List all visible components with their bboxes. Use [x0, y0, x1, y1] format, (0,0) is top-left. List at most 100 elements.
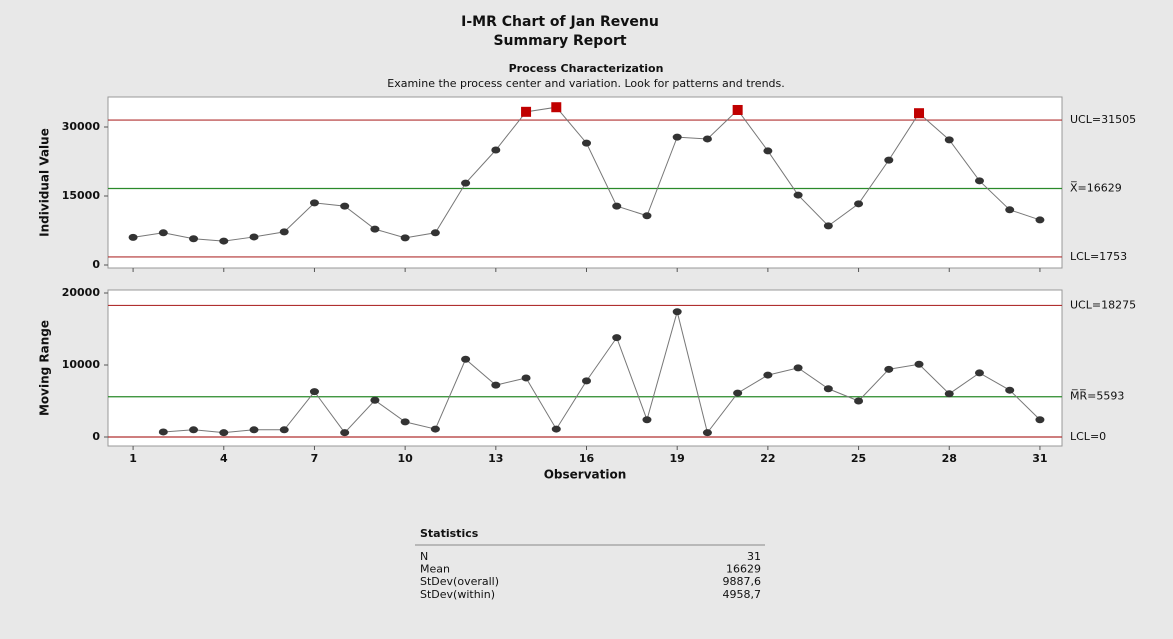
- plot-area: [107, 289, 1063, 447]
- point: [430, 229, 440, 237]
- series-line: [163, 309, 1041, 434]
- point: [340, 429, 350, 437]
- point: [461, 179, 471, 187]
- point: [793, 364, 803, 372]
- point: [884, 365, 894, 373]
- point: [309, 199, 319, 207]
- point: [854, 397, 864, 405]
- section-note: Examine the process center and variation…: [387, 77, 785, 90]
- point: [400, 234, 410, 242]
- y-tick-label: 10000: [62, 358, 101, 371]
- control-label: UCL=18275: [1070, 298, 1136, 311]
- y-tick-label: 0: [92, 258, 100, 271]
- point: [914, 360, 924, 368]
- point: [974, 177, 984, 185]
- y-tick-label: 0: [92, 430, 100, 443]
- stat-name: Mean: [420, 563, 450, 576]
- point: [884, 156, 894, 164]
- point: [249, 426, 259, 434]
- point: [582, 139, 592, 147]
- point: [461, 355, 471, 363]
- point: [128, 233, 138, 241]
- point: [793, 191, 803, 199]
- point: [400, 418, 410, 426]
- point: [612, 202, 622, 210]
- point: [430, 425, 440, 433]
- point: [370, 225, 380, 233]
- title: I-MR Chart of Jan Revenu: [461, 14, 659, 30]
- y-axis-label: Individual Value: [38, 128, 52, 237]
- point: [642, 416, 652, 424]
- point: [763, 147, 773, 155]
- point: [733, 389, 743, 397]
- point: [1035, 216, 1045, 224]
- point: [249, 233, 259, 241]
- alert-point: [732, 104, 743, 115]
- control-label: UCL=31505: [1070, 113, 1136, 126]
- point: [521, 374, 531, 382]
- subtitle: Summary Report: [493, 33, 626, 49]
- stat-name: StDev(within): [420, 588, 495, 601]
- x-tick-label: 7: [311, 452, 319, 465]
- plot-area: [107, 96, 1063, 269]
- point: [823, 222, 833, 230]
- control-label: M̅R̅=5593: [1070, 390, 1124, 403]
- point: [702, 429, 712, 437]
- stat-name: StDev(overall): [420, 575, 499, 588]
- point: [309, 388, 319, 396]
- point: [763, 371, 773, 379]
- point: [854, 200, 864, 208]
- point: [158, 229, 168, 237]
- x-tick-label: 31: [1032, 452, 1047, 465]
- point: [672, 308, 682, 316]
- x-tick-label: 19: [670, 452, 685, 465]
- point: [491, 146, 501, 154]
- point: [944, 136, 954, 144]
- x-tick-label: 13: [488, 452, 503, 465]
- point: [612, 334, 622, 342]
- y-tick-label: 30000: [62, 120, 101, 133]
- control-label: X̅=16629: [1070, 182, 1122, 195]
- point: [642, 212, 652, 220]
- stat-name: N: [420, 550, 428, 563]
- point: [189, 235, 199, 243]
- stat-value: 16629: [726, 563, 761, 576]
- point: [279, 228, 289, 236]
- x-tick-label: 4: [220, 452, 228, 465]
- point: [158, 428, 168, 436]
- control-label: LCL=0: [1070, 430, 1106, 443]
- x-tick-label: 25: [851, 452, 866, 465]
- point: [551, 425, 561, 433]
- alert-point: [914, 108, 925, 119]
- point: [974, 369, 984, 377]
- y-tick-label: 15000: [62, 189, 101, 202]
- point: [370, 396, 380, 404]
- y-tick-label: 20000: [62, 286, 101, 299]
- point: [219, 237, 229, 245]
- point: [1035, 416, 1045, 424]
- stat-value: 9887,6: [723, 575, 762, 588]
- stats-title: Statistics: [420, 527, 479, 540]
- alert-point: [551, 102, 562, 113]
- x-tick-label: 16: [579, 452, 595, 465]
- point: [823, 385, 833, 393]
- alert-point: [521, 106, 532, 117]
- x-tick-label: 22: [760, 452, 775, 465]
- x-tick-label: 1: [129, 452, 137, 465]
- section-title: Process Characterization: [509, 62, 664, 75]
- point: [582, 377, 592, 385]
- stat-value: 4958,7: [723, 588, 762, 601]
- y-axis-label: Moving Range: [38, 320, 52, 416]
- point: [491, 381, 501, 389]
- stat-value: 31: [747, 550, 761, 563]
- control-label: LCL=1753: [1070, 250, 1127, 263]
- point: [1005, 386, 1015, 394]
- point: [189, 426, 199, 434]
- point: [279, 426, 289, 434]
- point: [702, 135, 712, 143]
- x-tick-label: 28: [942, 452, 957, 465]
- x-tick-label: 10: [397, 452, 413, 465]
- point: [944, 390, 954, 398]
- x-axis-label: Observation: [544, 468, 627, 482]
- point: [672, 133, 682, 141]
